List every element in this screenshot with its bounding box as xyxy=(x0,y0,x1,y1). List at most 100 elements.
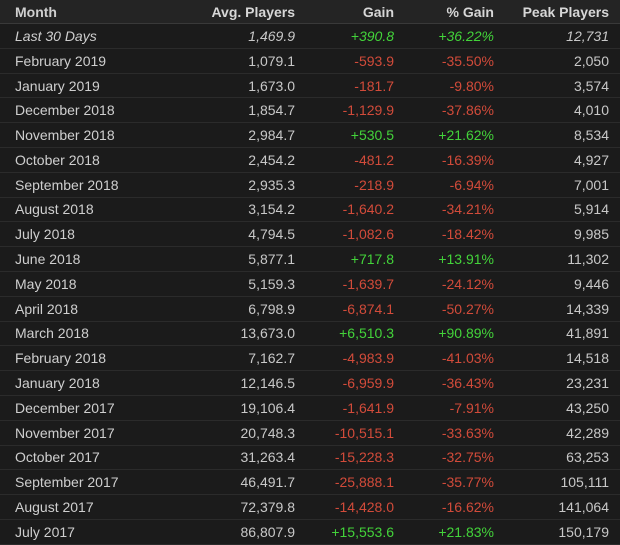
avg-players-cell: 1,469.9 xyxy=(248,27,295,44)
percent-gain-cell: -37.86% xyxy=(441,102,494,119)
peak-players-cell: 14,339 xyxy=(566,300,609,317)
table-row: June 2018 5,877.1 +717.8 +13.91% 11,302 xyxy=(0,247,620,272)
table-row: October 2018 2,454.2 -481.2 -16.39% 4,927 xyxy=(0,148,620,173)
table-row: July 2018 4,794.5 -1,082.6 -18.42% 9,985 xyxy=(0,222,620,248)
percent-gain-cell: +36.22% xyxy=(438,27,494,44)
percent-gain-cell: -35.50% xyxy=(441,52,494,69)
percent-gain-cell: -7.91% xyxy=(449,399,494,416)
avg-players-cell: 6,798.9 xyxy=(248,300,295,317)
percent-gain-cell: -9.80% xyxy=(449,77,494,94)
gain-cell: -15,228.3 xyxy=(334,449,394,466)
peak-players-cell: 41,891 xyxy=(566,325,609,342)
gain-cell: -6,874.1 xyxy=(342,300,394,317)
peak-players-cell: 63,253 xyxy=(566,449,609,466)
month-cell: April 2018 xyxy=(15,300,79,317)
month-cell: September 2017 xyxy=(15,474,119,491)
peak-players-cell: 42,289 xyxy=(566,424,609,441)
gain-cell: -4,983.9 xyxy=(342,350,394,367)
gain-column-header[interactable]: Gain xyxy=(362,3,394,20)
percent-gain-cell: -50.27% xyxy=(441,300,494,317)
gain-cell: -1,641.9 xyxy=(342,399,394,416)
percent-gain-cell: -32.75% xyxy=(441,449,494,466)
percent-gain-cell: -16.39% xyxy=(441,151,494,168)
table-row: November 2018 2,984.7 +530.5 +21.62% 8,534 xyxy=(0,123,620,148)
month-cell: December 2017 xyxy=(15,399,115,416)
table-row: Last 30 Days 1,469.9 +390.8 +36.22% 12,731 xyxy=(0,24,620,49)
table-row: December 2018 1,854.7 -1,129.9 -37.86% 4,010 xyxy=(0,98,620,124)
avg-players-cell: 20,748.3 xyxy=(240,424,296,441)
avg-players-cell: 19,106.4 xyxy=(240,399,296,416)
avg-players-cell: 86,807.9 xyxy=(240,523,296,540)
avg-players-cell: 46,491.7 xyxy=(240,474,296,491)
table-row: September 2017 46,491.7 -25,888.1 -35.77% 10… xyxy=(0,470,620,496)
month-cell: January 2018 xyxy=(15,375,100,392)
table-row: December 2017 19,106.4 -1,641.9 -7.91% 43,25… xyxy=(0,396,620,421)
peak-players-cell: 43,250 xyxy=(566,399,609,416)
month-cell: July 2018 xyxy=(15,226,75,243)
gain-cell: -1,129.9 xyxy=(342,102,394,119)
percent-gain-cell: +21.83% xyxy=(438,523,494,540)
percent-gain-cell: -36.43% xyxy=(441,375,494,392)
month-cell: February 2018 xyxy=(15,350,107,367)
table-row: March 2018 13,673.0 +6,510.3 +90.89% 41,891 xyxy=(0,322,620,347)
month-column-header[interactable]: Month xyxy=(15,3,57,20)
peak-players-cell: 12,731 xyxy=(566,27,609,44)
peak-players-cell: 3,574 xyxy=(573,77,609,94)
avg-players-cell: 1,079.1 xyxy=(248,52,295,69)
gain-cell: -10,515.1 xyxy=(334,424,394,441)
avg-players-column-header[interactable]: Avg. Players xyxy=(211,3,295,20)
table-body: Last 30 Days 1,469.9 +390.8 +36.22% 12,731 Fe… xyxy=(0,24,620,545)
gain-cell: +6,510.3 xyxy=(339,325,394,342)
table-row: January 2019 1,673.0 -181.7 -9.80% 3,574 xyxy=(0,74,620,99)
gain-cell: -218.9 xyxy=(354,176,394,193)
peak-players-cell: 4,010 xyxy=(573,102,609,119)
table-row: February 2019 1,079.1 -593.9 -35.50% 2,050 xyxy=(0,49,620,74)
avg-players-cell: 5,877.1 xyxy=(248,251,295,268)
peak-players-cell: 9,446 xyxy=(573,275,609,292)
percent-gain-cell: +21.62% xyxy=(438,127,494,144)
peak-players-cell: 141,064 xyxy=(558,499,609,516)
gain-cell: +717.8 xyxy=(350,251,394,268)
percent-gain-cell: -24.12% xyxy=(441,275,494,292)
month-cell: October 2018 xyxy=(15,151,100,168)
table-row: May 2018 5,159.3 -1,639.7 -24.12% 9,446 xyxy=(0,272,620,297)
percent-gain-cell: -33.63% xyxy=(441,424,494,441)
avg-players-cell: 5,159.3 xyxy=(248,275,295,292)
table-row: April 2018 6,798.9 -6,874.1 -50.27% 14,339 xyxy=(0,297,620,322)
percent-gain-cell: +90.89% xyxy=(438,325,494,342)
month-cell: September 2018 xyxy=(15,176,119,193)
table-row: July 2017 86,807.9 +15,553.6 +21.83% 150,179 xyxy=(0,520,620,545)
peak-players-cell: 105,111 xyxy=(560,474,609,491)
avg-players-cell: 1,673.0 xyxy=(248,77,295,94)
table-header: Month Avg. Players Gain % Gain Peak Play… xyxy=(0,0,620,24)
percent-gain-cell: -35.77% xyxy=(441,474,494,491)
month-cell: May 2018 xyxy=(15,275,77,292)
percent-gain-cell: -41.03% xyxy=(441,350,494,367)
month-cell: August 2018 xyxy=(15,201,94,218)
avg-players-cell: 2,984.7 xyxy=(248,127,295,144)
peak-players-column-header[interactable]: Peak Players xyxy=(522,3,609,20)
avg-players-cell: 31,263.4 xyxy=(240,449,296,466)
table-row: November 2017 20,748.3 -10,515.1 -33.63% 42,… xyxy=(0,421,620,446)
table-row: February 2018 7,162.7 -4,983.9 -41.03% 14,51… xyxy=(0,346,620,372)
avg-players-cell: 2,454.2 xyxy=(248,151,295,168)
month-cell: Last 30 Days xyxy=(15,27,97,44)
avg-players-cell: 1,854.7 xyxy=(248,102,295,119)
gain-cell: -25,888.1 xyxy=(334,474,394,491)
table-row: October 2017 31,263.4 -15,228.3 -32.75% 63,2… xyxy=(0,446,620,471)
month-cell: October 2017 xyxy=(15,449,100,466)
avg-players-cell: 4,794.5 xyxy=(248,226,295,243)
month-cell: December 2018 xyxy=(15,102,115,119)
percent-gain-column-header[interactable]: % Gain xyxy=(446,3,494,20)
peak-players-cell: 2,050 xyxy=(573,52,609,69)
gain-cell: -593.9 xyxy=(354,52,394,69)
month-cell: November 2018 xyxy=(15,127,115,144)
avg-players-cell: 2,935.3 xyxy=(248,176,295,193)
table-row: September 2018 2,935.3 -218.9 -6.94% 7,001 xyxy=(0,173,620,198)
peak-players-cell: 150,179 xyxy=(558,523,609,540)
table-row: August 2018 3,154.2 -1,640.2 -34.21% 5,914 xyxy=(0,198,620,223)
gain-cell: +15,553.6 xyxy=(331,523,394,540)
table-row: August 2017 72,379.8 -14,428.0 -16.62% 141,0… xyxy=(0,495,620,520)
gain-cell: -6,959.9 xyxy=(342,375,394,392)
